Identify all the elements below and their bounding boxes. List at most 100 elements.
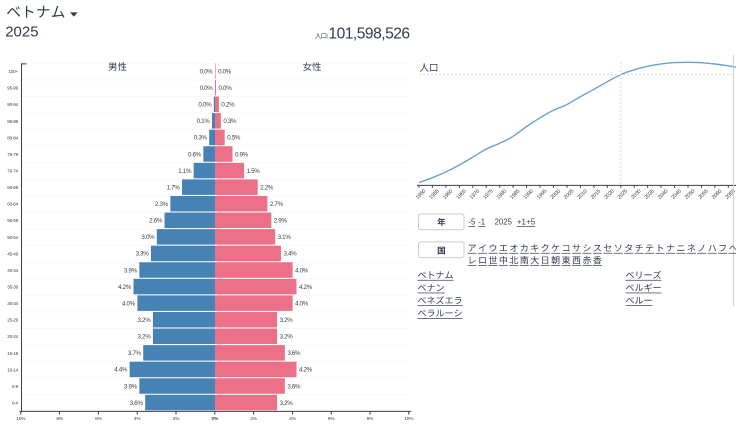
svg-text:3.4%: 3.4% [283, 251, 297, 258]
svg-text:2010: 2010 [576, 188, 588, 200]
svg-text:3.9%: 3.9% [124, 383, 138, 390]
svg-text:+5: +5 [526, 218, 536, 227]
svg-text:0%: 0% [212, 416, 219, 422]
svg-text:0.2%: 0.2% [221, 102, 235, 109]
svg-text:50-54: 50-54 [7, 235, 18, 240]
svg-text:95-99: 95-99 [7, 86, 18, 91]
svg-text:0.5%: 0.5% [227, 135, 241, 142]
svg-text:0.0%: 0.0% [200, 68, 214, 75]
svg-text:1950: 1950 [415, 188, 427, 200]
svg-text:60-64: 60-64 [7, 202, 18, 207]
svg-text:-1: -1 [478, 218, 485, 227]
svg-text:2065: 2065 [724, 188, 736, 200]
svg-text:4.0%: 4.0% [295, 300, 309, 307]
svg-text:2035: 2035 [644, 188, 656, 200]
svg-text:-5: -5 [468, 218, 476, 227]
svg-text:2%: 2% [173, 416, 180, 422]
svg-text:4.4%: 4.4% [114, 367, 128, 374]
svg-text:1975: 1975 [482, 188, 494, 200]
svg-text:40-44: 40-44 [7, 268, 18, 273]
svg-text:2.9%: 2.9% [274, 218, 288, 225]
svg-text:55-59: 55-59 [7, 218, 18, 223]
svg-text:2.6%: 2.6% [149, 218, 163, 225]
svg-text:+1: +1 [517, 218, 526, 227]
svg-text:20-24: 20-24 [7, 334, 18, 339]
svg-text:75-79: 75-79 [7, 152, 18, 157]
svg-text:0.1%: 0.1% [197, 118, 211, 125]
svg-text:4.0%: 4.0% [122, 300, 136, 307]
svg-text:65-69: 65-69 [7, 185, 18, 190]
svg-text:1.1%: 1.1% [178, 168, 192, 175]
svg-text:0.0%: 0.0% [219, 85, 233, 92]
svg-text:2015: 2015 [590, 188, 602, 200]
svg-text:0-4: 0-4 [12, 400, 19, 405]
svg-text:101,598,526: 101,598,526 [328, 25, 409, 42]
svg-text:25-29: 25-29 [7, 318, 18, 323]
svg-text:2000: 2000 [549, 188, 561, 200]
svg-text:3.2%: 3.2% [138, 317, 152, 324]
svg-text:85-89: 85-89 [7, 119, 18, 124]
svg-text:3.1%: 3.1% [278, 234, 292, 241]
svg-text:1995: 1995 [536, 188, 548, 200]
svg-text:2040: 2040 [657, 188, 669, 200]
svg-text:4.2%: 4.2% [118, 284, 132, 291]
svg-text:4%: 4% [289, 416, 296, 422]
svg-text:4.0%: 4.0% [295, 267, 309, 274]
svg-text:2025: 2025 [617, 188, 629, 200]
svg-text:3.6%: 3.6% [130, 400, 144, 407]
svg-text:1985: 1985 [509, 188, 521, 200]
svg-text:10-14: 10-14 [7, 367, 18, 372]
svg-text:15-19: 15-19 [7, 351, 18, 356]
svg-text:2.2%: 2.2% [260, 184, 274, 191]
svg-text:0.0%: 0.0% [198, 102, 212, 109]
svg-text:2%: 2% [250, 416, 257, 422]
svg-text:2005: 2005 [563, 188, 575, 200]
svg-text:0.9%: 0.9% [235, 151, 249, 158]
svg-text:3.3%: 3.3% [136, 251, 150, 258]
svg-text:5-9: 5-9 [12, 384, 19, 389]
svg-text:3.2%: 3.2% [280, 317, 294, 324]
svg-text:1990: 1990 [523, 188, 535, 200]
svg-text:3.2%: 3.2% [138, 334, 152, 341]
svg-text:10%: 10% [404, 416, 414, 422]
svg-text:3.6%: 3.6% [287, 350, 301, 357]
svg-text:0.0%: 0.0% [218, 68, 232, 75]
svg-text:2025: 2025 [495, 218, 513, 227]
svg-text:10%: 10% [16, 416, 26, 422]
svg-text:45-49: 45-49 [7, 251, 18, 256]
svg-text:3.0%: 3.0% [141, 234, 155, 241]
svg-text:2030: 2030 [630, 188, 642, 200]
svg-text:90-94: 90-94 [7, 102, 18, 107]
svg-text:2.7%: 2.7% [270, 201, 284, 208]
svg-text:1980: 1980 [496, 188, 508, 200]
svg-text:0.3%: 0.3% [194, 135, 208, 142]
svg-text:4%: 4% [134, 416, 141, 422]
svg-text:2025: 2025 [5, 24, 38, 41]
svg-text:1955: 1955 [428, 188, 440, 200]
svg-text:1960: 1960 [442, 188, 454, 200]
svg-text:0.0%: 0.0% [200, 85, 214, 92]
svg-text:30-34: 30-34 [7, 301, 18, 306]
svg-text:35-39: 35-39 [7, 284, 18, 289]
svg-text:0.6%: 0.6% [188, 151, 202, 158]
svg-text:3.6%: 3.6% [287, 383, 301, 390]
svg-text:2050: 2050 [684, 188, 696, 200]
svg-text:0.3%: 0.3% [223, 118, 237, 125]
svg-text:4.2%: 4.2% [299, 284, 313, 291]
svg-text:1.7%: 1.7% [167, 184, 181, 191]
svg-text:8%: 8% [56, 416, 63, 422]
svg-text:8%: 8% [367, 416, 374, 422]
svg-text:3.9%: 3.9% [124, 267, 138, 274]
svg-text:2.3%: 2.3% [155, 201, 169, 208]
svg-text:6%: 6% [328, 416, 335, 422]
svg-text:2020: 2020 [603, 188, 615, 200]
svg-text:80-84: 80-84 [7, 135, 18, 140]
svg-text:2055: 2055 [697, 188, 709, 200]
svg-text:3.2%: 3.2% [280, 400, 294, 407]
svg-text:1970: 1970 [469, 188, 481, 200]
svg-text:100+: 100+ [8, 69, 18, 74]
svg-text:3.7%: 3.7% [128, 350, 142, 357]
svg-text:70-74: 70-74 [7, 168, 18, 173]
svg-text:2045: 2045 [670, 188, 682, 200]
svg-text:6%: 6% [95, 416, 102, 422]
